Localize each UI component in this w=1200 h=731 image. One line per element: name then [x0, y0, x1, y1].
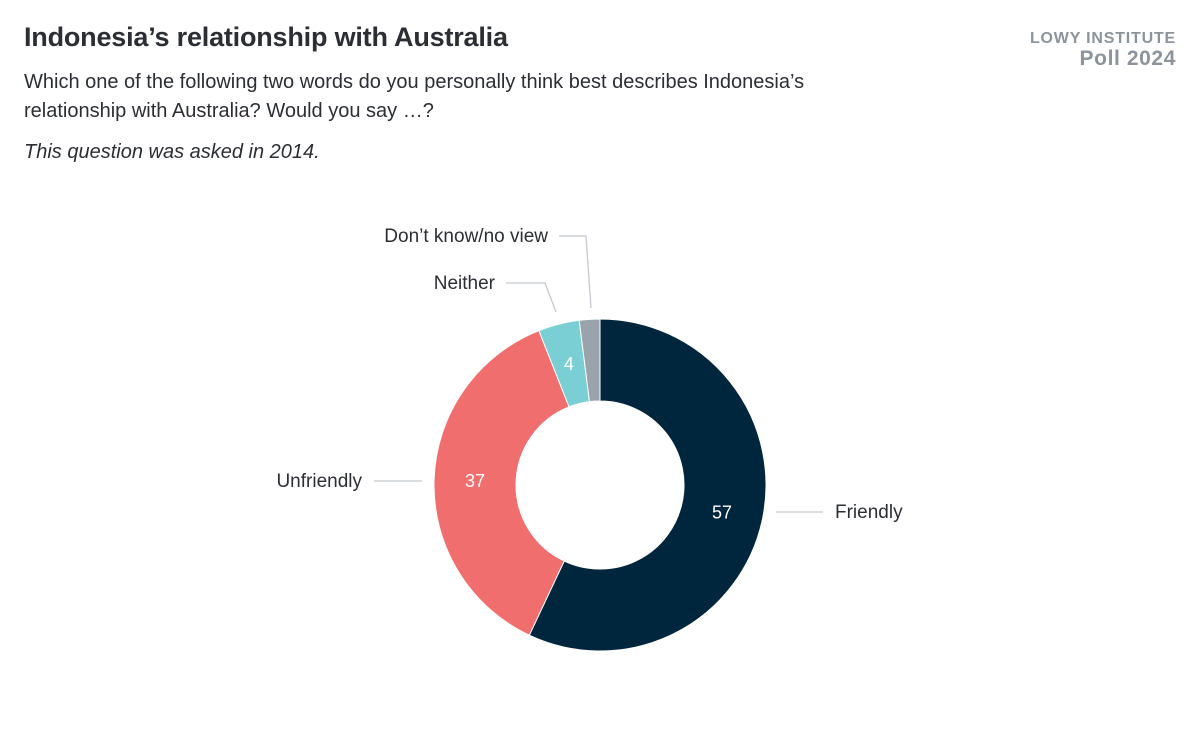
chart-note: This question was asked in 2014.	[24, 141, 320, 163]
category-label-don-t-know-no-view: Don’t know/no view	[384, 226, 548, 247]
category-label-neither: Neither	[434, 273, 496, 294]
donut-slice-friendly	[528, 318, 767, 652]
leader-line-don-t-know-no-view	[559, 235, 592, 309]
brand-name: LOWY INSTITUTE	[1029, 30, 1176, 47]
donut-slice-unfriendly	[433, 330, 570, 636]
value-label-friendly: 57	[712, 502, 732, 522]
leader-line-neither	[506, 282, 557, 313]
category-label-friendly: Friendly	[835, 502, 903, 523]
value-label-neither: 4	[564, 354, 574, 374]
chart-subtitle: Which one of the following two words do …	[24, 71, 805, 122]
brand-logo: LOWY INSTITUTE Poll 2024	[1030, 30, 1176, 70]
value-label-unfriendly: 37	[465, 471, 485, 491]
chart-title: Indonesia’s relationship with Australia	[24, 22, 508, 52]
donut-slice-don-t-know-no-view	[578, 318, 601, 403]
category-label-unfriendly: Unfriendly	[276, 471, 362, 492]
brand-poll-year: Poll 2024	[1079, 47, 1176, 70]
